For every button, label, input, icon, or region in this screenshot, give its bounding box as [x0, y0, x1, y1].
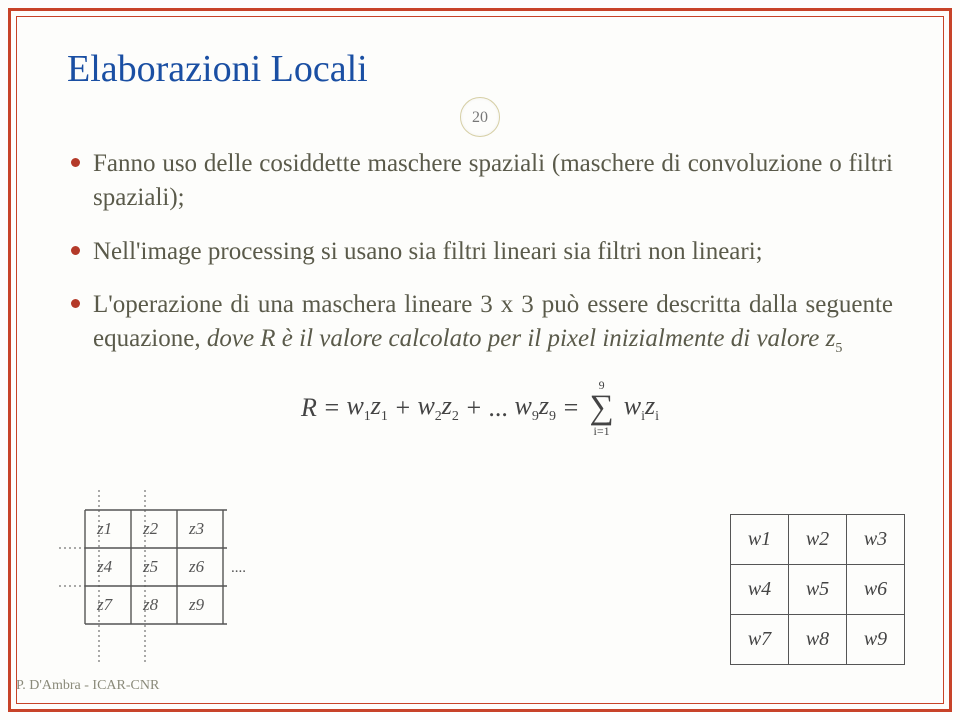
svg-text:....: ....	[231, 560, 246, 576]
svg-text:z3: z3	[188, 519, 204, 538]
svg-text:z4: z4	[96, 557, 113, 576]
w-cell: w1	[731, 515, 789, 565]
w-cell: w4	[731, 565, 789, 615]
svg-text:z1: z1	[96, 519, 112, 538]
bullet-3: L'operazione di una maschera lineare 3 x…	[71, 288, 893, 359]
svg-text:z9: z9	[188, 595, 205, 614]
z-grid-diagram: .... z1 z2 z3 z4 z5 z6 z7 z8 z9	[59, 490, 259, 665]
w-cell: w9	[847, 615, 905, 665]
w-cell: w7	[731, 615, 789, 665]
svg-text:z2: z2	[142, 519, 159, 538]
bullet-2: Nell'image processing si usano sia filtr…	[71, 235, 893, 269]
page-number: 20	[460, 97, 500, 137]
w-cell: w3	[847, 515, 905, 565]
page-number-badge: 20	[67, 97, 893, 137]
svg-text:z5: z5	[142, 557, 158, 576]
slide-title: Elaborazioni Locali	[67, 47, 893, 91]
footer-text: P. D'Ambra - ICAR-CNR	[16, 678, 159, 694]
svg-text:z7: z7	[96, 595, 114, 614]
summation: 9 ∑ i=1	[589, 379, 613, 437]
w-cell: w6	[847, 565, 905, 615]
w-cell: w2	[789, 515, 847, 565]
w-cell: w5	[789, 565, 847, 615]
w-cell: w8	[789, 615, 847, 665]
formula: R = w1z1 + w2z2 + ... w9z9 = 9 ∑ i=1 wiz…	[67, 379, 893, 437]
svg-text:z8: z8	[142, 595, 159, 614]
svg-text:z6: z6	[188, 557, 205, 576]
bullet-1: Fanno uso delle cosiddette maschere spaz…	[71, 147, 893, 215]
w-grid-diagram: w1 w2 w3 w4 w5 w6 w7 w8 w9	[730, 514, 905, 665]
bullet-list: Fanno uso delle cosiddette maschere spaz…	[67, 147, 893, 359]
